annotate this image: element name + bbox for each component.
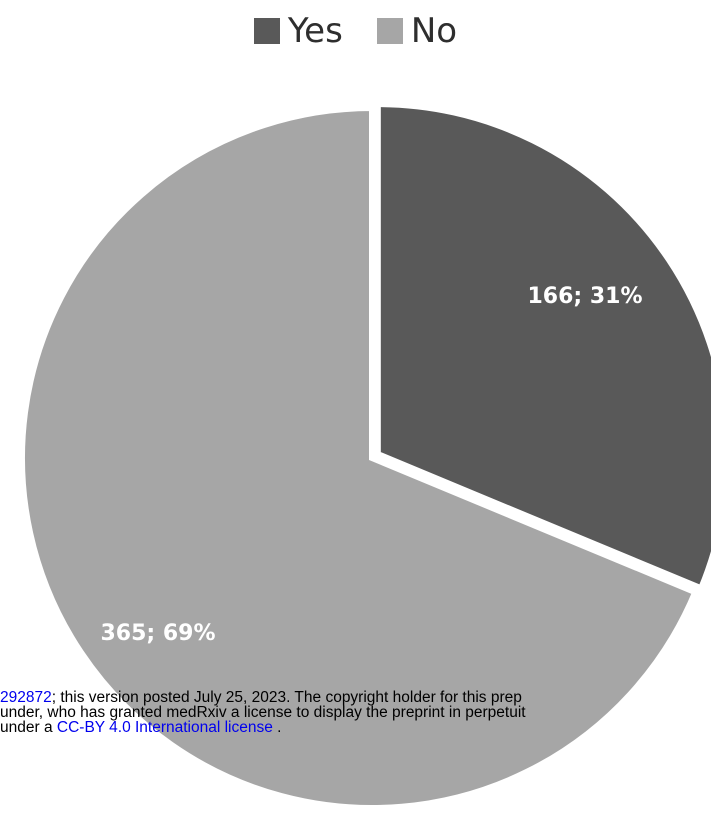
pie-slice-yes <box>374 101 711 593</box>
chart-legend: Yes No <box>0 14 711 48</box>
footer-line-2: under, who has granted medRxiv a license… <box>0 704 526 721</box>
footer-line-3-suffix: . <box>272 719 282 735</box>
license-link[interactable]: CC-BY 4.0 International license <box>56 719 273 735</box>
legend-swatch-no <box>376 18 403 44</box>
pie-slice-no <box>19 104 700 811</box>
legend-item-no: No <box>376 11 458 51</box>
footer-line-3: under a CC-BY 4.0 International license … <box>0 720 711 735</box>
doi-link[interactable]: 292872 <box>0 690 52 706</box>
preprint-footer: 292872; this version posted July 25, 202… <box>0 690 711 735</box>
footer-line-1-text: ; this version posted July 25, 2023. The… <box>51 690 522 706</box>
legend-item-yes: Yes <box>253 11 343 51</box>
footer-line-1: 292872; this version posted July 25, 202… <box>0 690 711 705</box>
slice-label-no: 365; 69% <box>100 621 215 646</box>
footer-line-3-prefix: under a <box>0 719 57 735</box>
legend-label-yes: Yes <box>287 11 343 51</box>
legend-label-no: No <box>410 11 458 51</box>
slice-label-yes: 166; 31% <box>527 284 642 309</box>
legend-swatch-yes <box>253 18 280 44</box>
